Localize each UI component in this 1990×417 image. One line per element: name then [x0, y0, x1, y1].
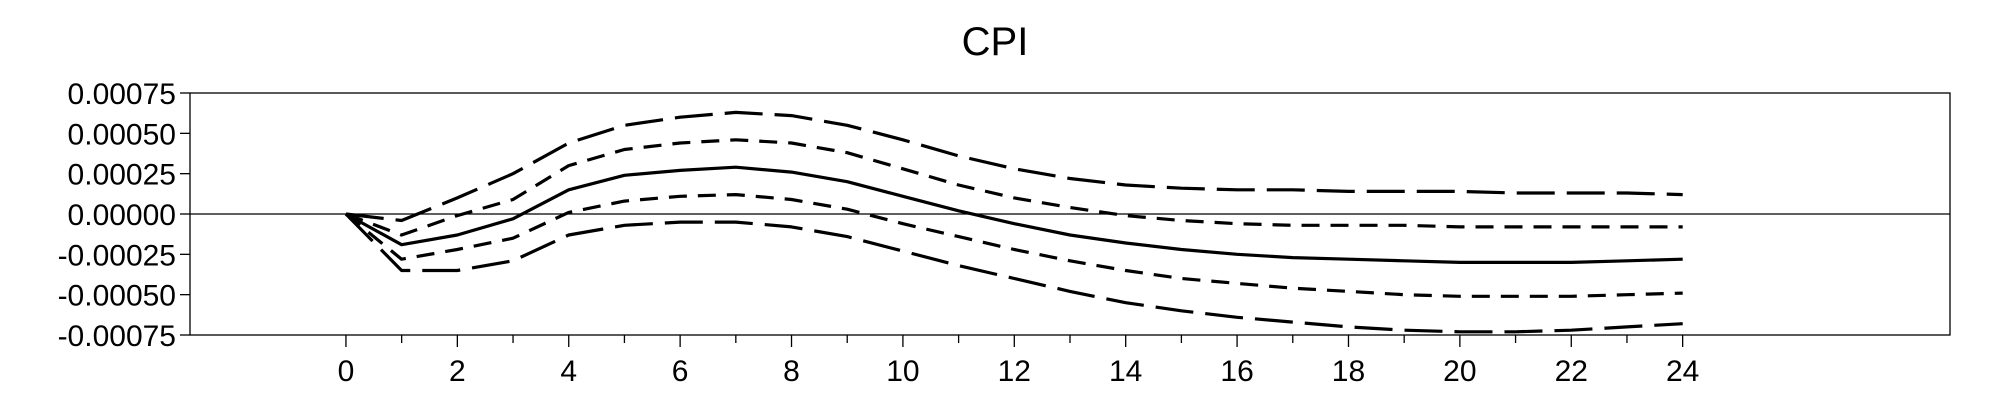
x-tick-label: 16 — [1220, 355, 1253, 388]
y-tick-label: 0.00025 — [68, 159, 176, 192]
y-tick-label: 0.00075 — [68, 78, 176, 111]
y-tick-label: -0.00075 — [58, 320, 176, 353]
x-tick-label: 10 — [886, 355, 919, 388]
series-line-4 — [345, 110, 1683, 223]
y-tick-label: -0.00050 — [58, 280, 176, 313]
series-line-5 — [344, 212, 1683, 334]
x-tick-label: 22 — [1555, 355, 1588, 388]
x-tick-label: 0 — [338, 355, 355, 388]
x-tick-label: 20 — [1443, 355, 1476, 388]
x-tick-label: 4 — [560, 355, 577, 388]
x-tick-label: 2 — [449, 355, 466, 388]
x-tick-label: 8 — [783, 355, 800, 388]
series-line-1 — [345, 165, 1683, 264]
x-tick-label: 24 — [1666, 355, 1699, 388]
y-tick-label: -0.00025 — [58, 239, 176, 272]
chart-title: CPI — [962, 20, 1029, 64]
x-tick-label: 18 — [1332, 355, 1365, 388]
y-tick-label: 0.00050 — [68, 118, 176, 151]
y-tick-label: 0.00000 — [68, 199, 176, 232]
series-line-3 — [344, 193, 1683, 298]
x-tick-label: 6 — [672, 355, 689, 388]
series-line-2 — [345, 138, 1683, 237]
x-tick-label: 12 — [998, 355, 1031, 388]
x-tick-label: 14 — [1109, 355, 1142, 388]
